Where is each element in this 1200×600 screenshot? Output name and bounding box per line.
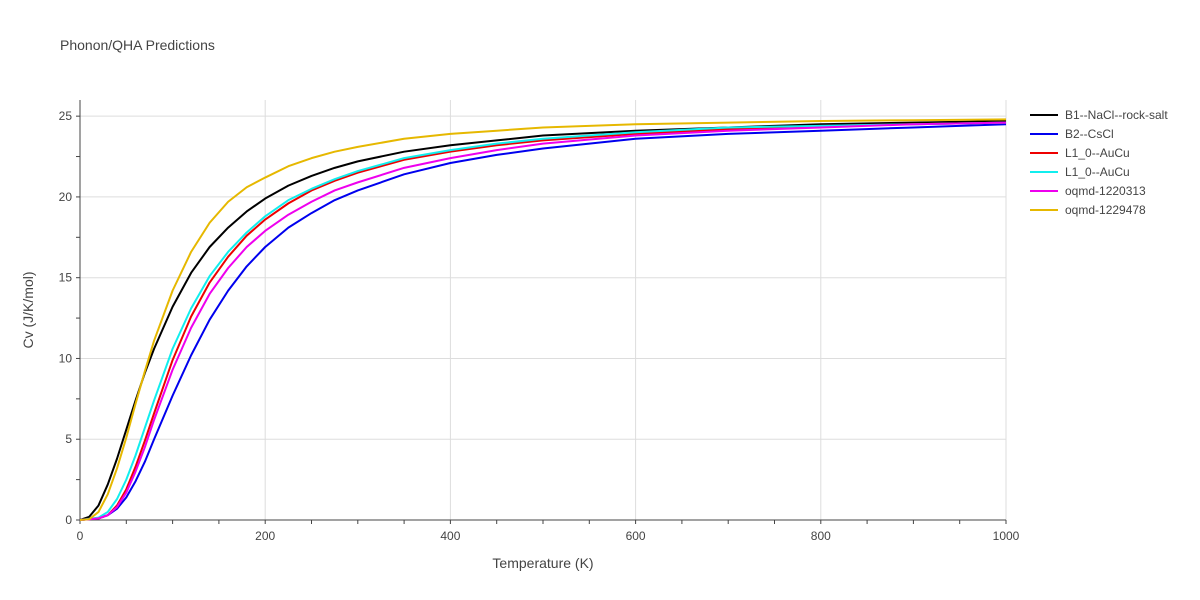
legend-label-0: B1--NaCl--rock-salt <box>1065 108 1168 122</box>
legend-label-4: oqmd-1220313 <box>1065 184 1146 198</box>
series-line-4 <box>79 121 1007 521</box>
series-line-3 <box>79 121 1007 521</box>
y-tick-label: 0 <box>65 513 72 527</box>
series-line-1 <box>79 123 1007 521</box>
grid <box>80 100 1007 520</box>
x-tick-label: 1000 <box>993 529 1020 543</box>
legend: B1--NaCl--rock-salt B2--CsCl L1_0--AuCu L1_… <box>1030 108 1168 217</box>
y-axis-title: Cv (J/K/mol) <box>20 272 36 349</box>
y-tick-label: 20 <box>59 190 73 204</box>
axes: 0 5 10 15 20 25 0 200 400 600 800 1000 <box>59 100 1020 543</box>
x-tick-label: 600 <box>626 529 646 543</box>
y-tick-label: 10 <box>59 351 73 365</box>
y-tick-label: 15 <box>59 271 73 285</box>
plot-area <box>79 118 1007 521</box>
series-line-5 <box>79 118 1007 521</box>
series-line-0 <box>79 120 1007 521</box>
x-tick-label: 400 <box>440 529 460 543</box>
legend-label-1: B2--CsCl <box>1065 127 1114 141</box>
x-tick-label: 200 <box>255 529 275 543</box>
legend-label-2: L1_0--AuCu <box>1065 146 1130 160</box>
series-line-2 <box>79 121 1007 521</box>
legend-label-3: L1_0--AuCu <box>1065 165 1130 179</box>
x-tick-label: 800 <box>811 529 831 543</box>
x-axis-title: Temperature (K) <box>492 555 593 571</box>
y-tick-label: 25 <box>59 109 73 123</box>
chart-title: Phonon/QHA Predictions <box>60 37 215 53</box>
legend-label-5: oqmd-1229478 <box>1065 203 1146 217</box>
y-tick-label: 5 <box>65 432 72 446</box>
x-tick-label: 0 <box>77 529 84 543</box>
